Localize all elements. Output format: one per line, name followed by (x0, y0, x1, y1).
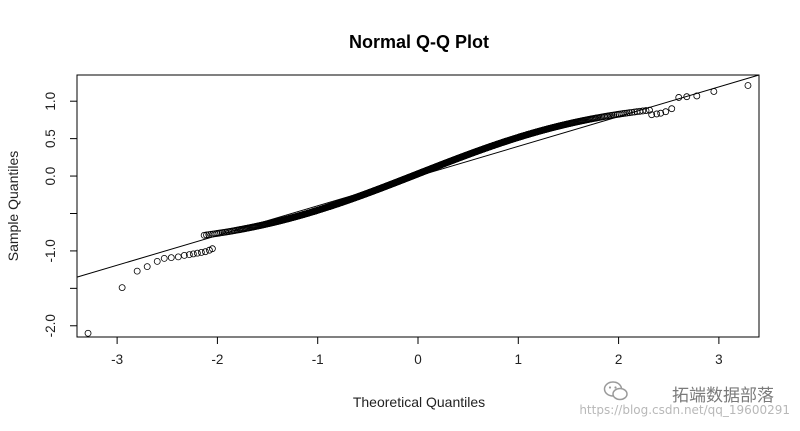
data-point (639, 107, 647, 115)
data-point (630, 108, 638, 116)
data-point (167, 254, 175, 262)
data-point (133, 267, 141, 275)
data-point (623, 109, 631, 117)
data-point (642, 107, 650, 114)
data-point (683, 93, 691, 101)
data-point (193, 249, 201, 257)
data-point (693, 92, 701, 100)
data-point (200, 231, 208, 239)
chart-title: Normal Q-Q Plot (349, 32, 489, 52)
data-point (174, 253, 182, 261)
y-tick-label: 1.0 (43, 92, 58, 111)
data-point (143, 263, 151, 271)
y-tick-label: 0.0 (43, 167, 58, 186)
data-point (626, 109, 633, 117)
data-point (628, 108, 636, 116)
data-point (189, 250, 197, 258)
data-point (646, 106, 653, 114)
y-axis-label: Sample Quantiles (5, 151, 21, 262)
y-tick-label: 0.5 (43, 129, 58, 148)
points-group (84, 82, 752, 337)
data-point (662, 108, 670, 116)
data-point (653, 110, 661, 118)
data-point (153, 257, 161, 265)
data-point (657, 109, 665, 117)
data-point (648, 111, 656, 119)
x-tick-label: -1 (312, 352, 324, 367)
x-tick-label: 0 (414, 352, 422, 367)
data-point (208, 245, 216, 253)
x-tick-label: 1 (515, 352, 523, 367)
data-point (203, 231, 210, 239)
x-tick-label: 3 (715, 352, 723, 367)
x-axis-label: Theoretical Quantiles (353, 394, 485, 410)
data-point (118, 284, 126, 291)
data-point (744, 82, 752, 89)
x-tick-label: -2 (211, 352, 223, 367)
data-point (619, 110, 627, 117)
data-point (201, 248, 209, 256)
x-tick-label: 2 (615, 352, 623, 367)
data-point (84, 329, 92, 337)
data-point (180, 252, 188, 259)
data-point (197, 249, 205, 256)
data-point (621, 109, 629, 117)
y-tick-label: -2.0 (43, 314, 58, 337)
watermark-url: https://blog.csdn.net/qq_19600291 (579, 403, 790, 417)
x-axis: -3 -2 -1 0 1 2 3 (111, 337, 723, 367)
plot-frame (76, 74, 760, 338)
data-point (675, 94, 683, 101)
x-tick-label: -3 (111, 352, 123, 367)
y-tick-label: -1.0 (43, 239, 58, 262)
data-point (185, 251, 193, 259)
y-axis: -2.0 -1.0 0.0 0.5 1.0 (43, 92, 77, 337)
data-point (160, 254, 168, 262)
watermark-brand: 拓端数据部落 (672, 386, 774, 406)
data-point (668, 105, 676, 113)
wechat-icon (603, 381, 628, 401)
data-point (710, 88, 718, 95)
